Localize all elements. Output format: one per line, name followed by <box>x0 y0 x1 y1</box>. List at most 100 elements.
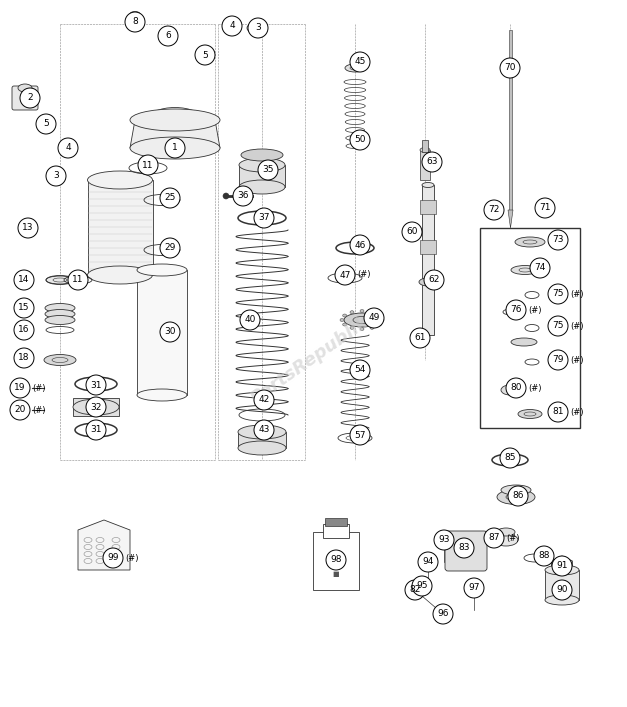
Text: 91: 91 <box>556 561 568 571</box>
Circle shape <box>86 375 106 395</box>
Circle shape <box>254 208 274 228</box>
Ellipse shape <box>370 327 374 329</box>
Circle shape <box>160 238 180 258</box>
Text: 76: 76 <box>510 305 522 315</box>
Bar <box>323 524 349 538</box>
Text: 81: 81 <box>552 407 564 416</box>
Text: 1: 1 <box>172 144 178 153</box>
Text: 36: 36 <box>237 192 249 201</box>
Ellipse shape <box>45 303 75 312</box>
Text: 49: 49 <box>368 313 380 322</box>
Circle shape <box>408 585 422 599</box>
Text: 98: 98 <box>330 556 342 564</box>
Ellipse shape <box>130 109 220 131</box>
Circle shape <box>195 45 215 65</box>
Ellipse shape <box>511 338 537 346</box>
Text: (#): (#) <box>125 554 139 563</box>
Bar <box>238 432 286 448</box>
Circle shape <box>14 298 34 318</box>
Circle shape <box>418 552 438 572</box>
Bar <box>88 180 153 275</box>
Circle shape <box>160 322 180 342</box>
Circle shape <box>422 152 442 172</box>
Circle shape <box>223 193 229 199</box>
Text: 47: 47 <box>339 271 350 279</box>
Text: 72: 72 <box>488 206 500 214</box>
Ellipse shape <box>137 264 187 276</box>
Ellipse shape <box>420 148 430 153</box>
Circle shape <box>552 556 572 576</box>
Bar <box>480 228 580 428</box>
Text: 90: 90 <box>556 585 568 595</box>
Ellipse shape <box>515 237 545 247</box>
Text: (#): (#) <box>32 406 46 414</box>
Bar <box>137 270 187 395</box>
Text: 20: 20 <box>14 406 26 414</box>
Text: 29: 29 <box>164 243 176 252</box>
Bar <box>509 30 512 210</box>
Ellipse shape <box>344 313 380 327</box>
Ellipse shape <box>377 314 381 317</box>
Text: 73: 73 <box>552 235 564 245</box>
Polygon shape <box>552 556 572 576</box>
Ellipse shape <box>545 565 579 575</box>
Circle shape <box>500 58 520 78</box>
Circle shape <box>20 88 40 108</box>
Circle shape <box>125 12 145 32</box>
Circle shape <box>534 546 554 566</box>
Text: 4: 4 <box>229 21 235 30</box>
Ellipse shape <box>518 409 542 419</box>
Ellipse shape <box>501 485 531 495</box>
Ellipse shape <box>497 528 515 536</box>
Ellipse shape <box>88 266 152 284</box>
Circle shape <box>350 360 370 380</box>
Bar <box>545 570 579 600</box>
Text: 46: 46 <box>354 240 366 250</box>
Ellipse shape <box>18 84 32 92</box>
Ellipse shape <box>130 11 140 16</box>
Circle shape <box>548 284 568 304</box>
Ellipse shape <box>419 278 437 286</box>
Text: 88: 88 <box>538 551 550 561</box>
Bar <box>313 532 359 590</box>
Text: (#): (#) <box>528 383 542 392</box>
Text: 3: 3 <box>53 172 59 180</box>
Circle shape <box>350 130 370 150</box>
Circle shape <box>405 580 425 600</box>
Circle shape <box>350 52 370 72</box>
Text: 18: 18 <box>18 354 29 363</box>
Circle shape <box>506 378 526 398</box>
Text: 97: 97 <box>468 583 480 592</box>
Bar <box>325 518 347 526</box>
Ellipse shape <box>239 180 285 194</box>
Circle shape <box>86 420 106 440</box>
Text: (#): (#) <box>528 305 542 315</box>
Text: 35: 35 <box>262 165 274 175</box>
Polygon shape <box>161 29 176 43</box>
Circle shape <box>86 397 106 417</box>
Circle shape <box>258 160 278 180</box>
Circle shape <box>484 200 504 220</box>
Text: 40: 40 <box>245 315 256 325</box>
Text: 61: 61 <box>414 334 426 342</box>
Circle shape <box>10 378 30 398</box>
Ellipse shape <box>241 149 283 161</box>
Ellipse shape <box>88 171 152 189</box>
Ellipse shape <box>501 385 519 395</box>
Text: 80: 80 <box>510 383 522 392</box>
Circle shape <box>350 235 370 255</box>
Text: 71: 71 <box>539 204 551 213</box>
Text: 74: 74 <box>534 264 545 272</box>
Text: 45: 45 <box>354 57 366 66</box>
Ellipse shape <box>494 534 518 546</box>
Text: 82: 82 <box>409 585 421 595</box>
Text: (#): (#) <box>570 322 584 330</box>
Ellipse shape <box>417 337 427 343</box>
Text: 5: 5 <box>202 50 208 59</box>
Circle shape <box>540 208 548 216</box>
Text: (#): (#) <box>570 289 584 298</box>
Ellipse shape <box>73 399 119 415</box>
Text: 43: 43 <box>258 426 270 435</box>
Ellipse shape <box>137 389 187 401</box>
Circle shape <box>46 166 66 186</box>
